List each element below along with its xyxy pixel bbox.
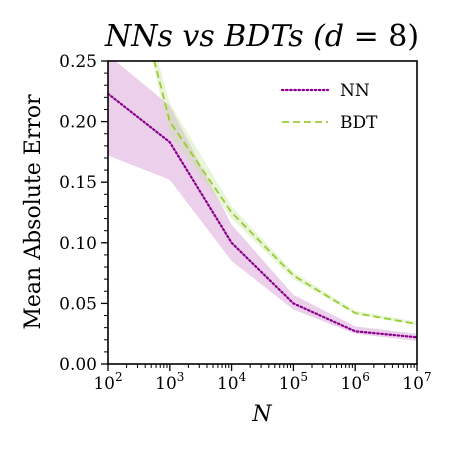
plot-frame: [107, 60, 418, 365]
x-tick-label: 107: [402, 370, 431, 394]
chart-title: NNs vs BDTs (d = 8): [104, 19, 419, 54]
series-lines: [108, 61, 417, 339]
x-tick-label: 103: [155, 370, 184, 394]
line-bdt: [153, 61, 417, 325]
legend-label-nn: NN: [340, 81, 370, 101]
x-axis-label: N: [251, 402, 272, 427]
y-tick-label: 0.25: [59, 52, 97, 72]
legend: NN BDT: [280, 81, 378, 133]
chart-title-var: d: [325, 19, 344, 54]
chart-title-part-1: NNs vs BDTs (: [104, 19, 326, 54]
y-tick-label: 0.00: [59, 355, 97, 375]
y-tick-label: 0.05: [59, 294, 97, 314]
x-tick-label: 106: [341, 370, 370, 394]
x-tick-label: 104: [217, 370, 247, 394]
y-tick-label: 0.20: [59, 113, 97, 133]
y-axis-label: Mean Absolute Error: [21, 94, 46, 330]
y-tick-label: 0.10: [59, 234, 97, 254]
x-tick-label: 102: [93, 370, 122, 394]
confidence-bands: [108, 61, 417, 341]
legend-label-bdt: BDT: [340, 113, 378, 133]
y-axis: 0.00 0.05 0.10 0.15 0.20 0.25: [59, 52, 108, 375]
line-nn: [108, 92, 417, 339]
band-nn: [108, 61, 417, 341]
x-tick-label: 105: [279, 370, 308, 394]
x-axis: 102 103 104 105 106 107: [93, 364, 432, 394]
chart-title-part-3: = 8): [344, 19, 419, 54]
y-tick-label: 0.15: [59, 173, 97, 193]
